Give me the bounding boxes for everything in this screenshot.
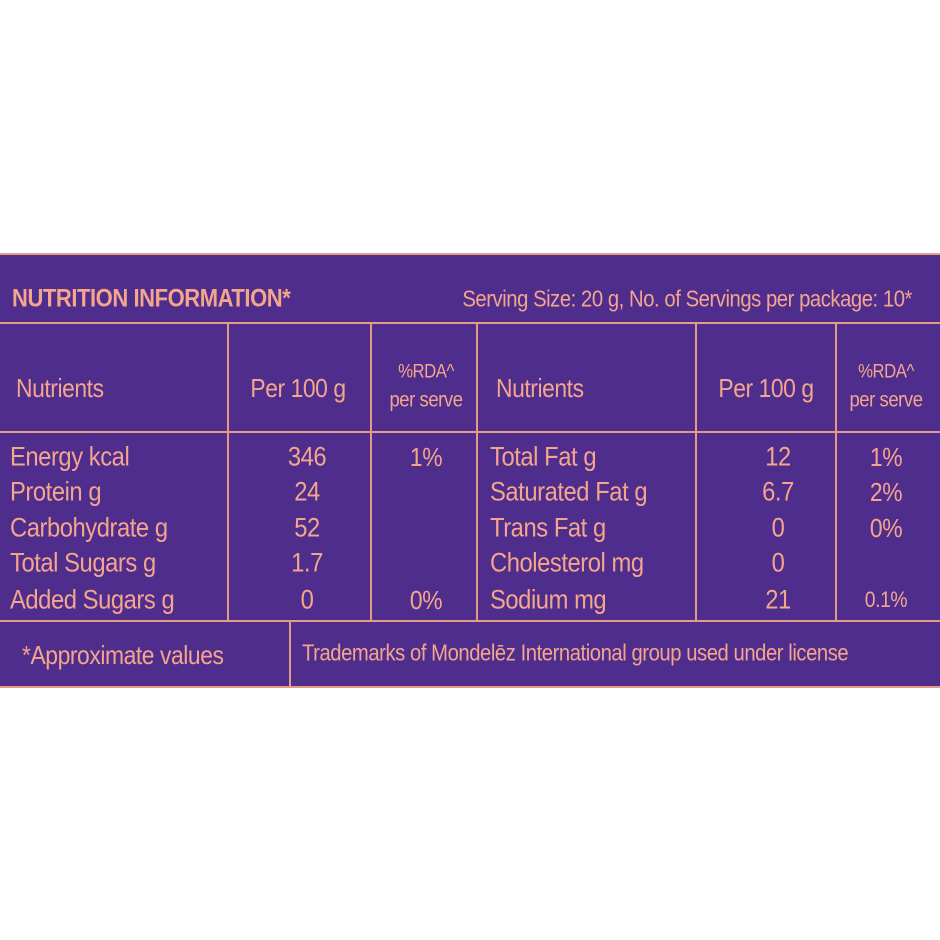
rda-value: 0% <box>409 585 443 615</box>
nutrient-name: Trans Fat g <box>490 512 606 543</box>
title: NUTRITION INFORMATION* <box>12 284 291 313</box>
column-header: per serve <box>849 388 923 412</box>
rda-value: 2% <box>869 477 903 507</box>
rule <box>227 324 229 620</box>
column-header: %RDA^ <box>398 361 454 383</box>
per-100g-value: 346 <box>287 441 327 472</box>
per-100g-value: 1.7 <box>291 547 323 578</box>
rda-value: 1% <box>409 442 443 472</box>
rule <box>370 324 372 620</box>
rule <box>0 620 940 622</box>
per-100g-value: 0 <box>771 512 785 543</box>
per-100g-value: 12 <box>765 441 791 472</box>
per-100g-value: 0 <box>771 547 785 578</box>
nutrient-name: Total Fat g <box>490 441 597 472</box>
per-100g-value: 6.7 <box>762 476 794 507</box>
per-100g-value: 0 <box>300 584 314 615</box>
per-100g-value: 21 <box>765 584 791 615</box>
per-100g-value: 24 <box>294 476 320 507</box>
nutrient-name: Saturated Fat g <box>490 476 648 507</box>
rda-value: 0% <box>869 513 903 543</box>
column-header: Per 100 g <box>718 373 814 403</box>
nutrient-name: Protein g <box>10 476 102 507</box>
nutrient-name: Sodium mg <box>490 584 607 615</box>
column-header: %RDA^ <box>858 361 914 383</box>
footnote: *Approximate values <box>22 640 224 670</box>
column-header: Per 100 g <box>250 373 346 403</box>
rda-value: 1% <box>869 442 903 472</box>
rule <box>476 324 478 620</box>
nutrition-panel: NUTRITION INFORMATION* Serving Size: 20 g… <box>0 253 940 688</box>
rda-value: 0.1% <box>864 587 908 612</box>
rule <box>0 431 940 433</box>
column-header: Nutrients <box>496 373 584 403</box>
nutrient-name: Added Sugars g <box>10 584 175 615</box>
nutrient-name: Carbohydrate g <box>10 512 168 543</box>
nutrient-name: Cholesterol mg <box>490 547 644 578</box>
rule <box>835 324 837 620</box>
trademark-note: Trademarks of Mondelēz International gro… <box>302 639 849 666</box>
serving-info: Serving Size: 20 g, No. of Servings per … <box>462 285 912 312</box>
nutrient-name: Energy kcal <box>10 441 130 472</box>
column-header: per serve <box>389 388 463 412</box>
rule <box>0 322 940 324</box>
column-header: Nutrients <box>16 373 104 403</box>
rule <box>695 324 697 620</box>
nutrient-name: Total Sugars g <box>10 547 156 578</box>
per-100g-value: 52 <box>294 512 320 543</box>
rule <box>289 622 291 688</box>
